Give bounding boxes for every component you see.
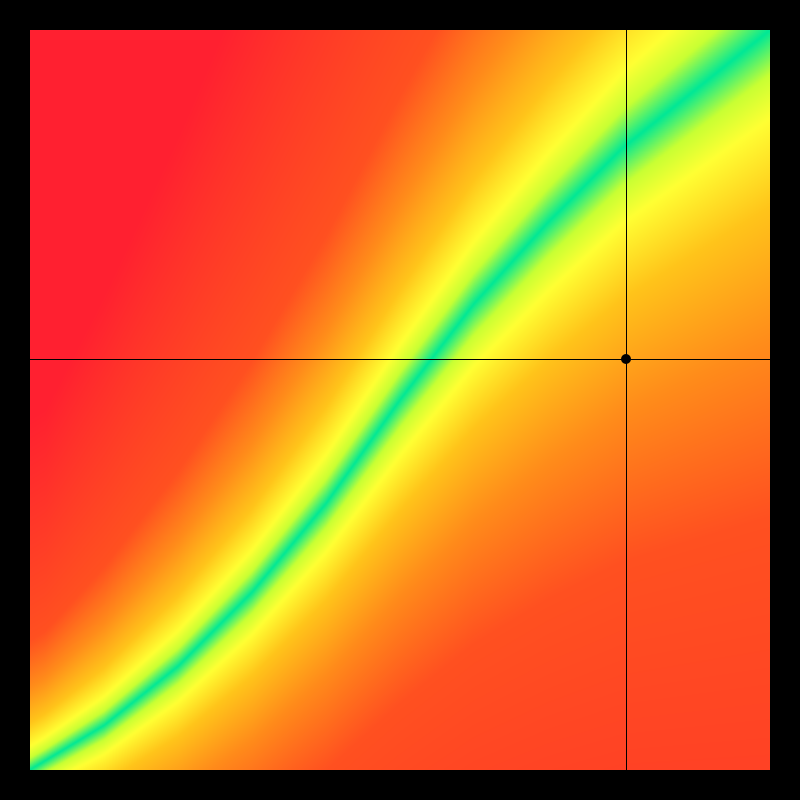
crosshair-marker-point: [621, 354, 631, 364]
watermark-text: TheBottleneck.com: [596, 4, 780, 27]
bottleneck-heatmap-canvas: [30, 30, 770, 770]
bottleneck-heatmap-container: [30, 30, 770, 770]
crosshair-horizontal-line: [30, 359, 770, 360]
crosshair-vertical-line: [626, 30, 627, 770]
